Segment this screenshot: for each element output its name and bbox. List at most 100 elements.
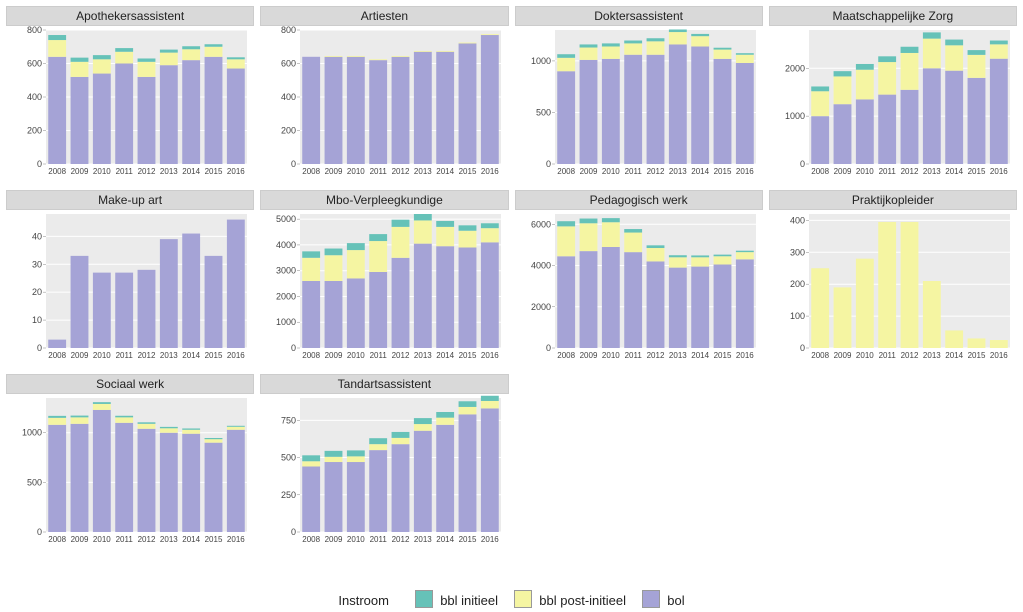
- bar-post: [205, 47, 223, 57]
- bar-post: [557, 58, 575, 71]
- bar-post: [967, 55, 985, 78]
- bar-post: [579, 48, 597, 60]
- bar-bol: [347, 278, 365, 348]
- bar-post: [414, 424, 432, 431]
- bar-post: [900, 53, 918, 90]
- bar-bol: [436, 246, 454, 348]
- plot-svg: 0500100020082009201020112012201320142015…: [6, 394, 251, 552]
- svg-text:2012: 2012: [392, 535, 410, 544]
- legend-item-bbl-post-initieel: bbl post-initieel: [502, 593, 630, 608]
- svg-text:2010: 2010: [93, 535, 111, 544]
- svg-text:2016: 2016: [990, 351, 1008, 360]
- bar-post: [302, 461, 320, 466]
- bar-bol: [557, 256, 575, 348]
- svg-text:2009: 2009: [579, 351, 597, 360]
- bar-bol: [624, 252, 642, 348]
- bar-post: [646, 41, 664, 54]
- bar-bol: [93, 410, 111, 532]
- bar-init: [115, 416, 133, 418]
- svg-text:2008: 2008: [557, 167, 575, 176]
- svg-text:1000: 1000: [22, 428, 42, 438]
- svg-text:6000: 6000: [530, 219, 550, 229]
- svg-text:2016: 2016: [227, 167, 245, 176]
- svg-text:2014: 2014: [945, 351, 963, 360]
- svg-text:2012: 2012: [138, 167, 156, 176]
- panel: Mbo-Verpleegkundige010002000300040005000…: [260, 190, 508, 368]
- bar-post: [967, 338, 985, 348]
- bar-init: [601, 218, 619, 222]
- bar-post: [990, 340, 1008, 348]
- svg-text:0: 0: [37, 527, 42, 537]
- svg-text:2015: 2015: [713, 167, 731, 176]
- bar-post: [481, 401, 499, 408]
- panel: Maatschappelijke Zorg0100020002008200920…: [769, 6, 1017, 184]
- bar-bol: [945, 71, 963, 164]
- legend: Instroom bbl initieel bbl post-initieel …: [0, 590, 1023, 608]
- bar-bol: [302, 57, 320, 164]
- panel: Make-up art01020304020082009201020112012…: [6, 190, 254, 368]
- bar-post: [945, 330, 963, 348]
- plot-svg: 0200400600800200820092010201120122013201…: [6, 26, 251, 184]
- plot-svg: 0200040006000200820092010201120122013201…: [515, 210, 760, 368]
- bar-bol: [481, 242, 499, 348]
- svg-text:40: 40: [32, 231, 42, 241]
- bar-bol: [459, 248, 477, 349]
- svg-text:2016: 2016: [481, 535, 499, 544]
- bar-init: [227, 426, 245, 427]
- bar-post: [138, 62, 156, 77]
- bar-post: [878, 62, 896, 95]
- bar-post: [160, 53, 178, 66]
- bar-init: [369, 438, 387, 444]
- svg-text:0: 0: [291, 159, 296, 169]
- svg-text:2013: 2013: [160, 535, 178, 544]
- svg-text:2014: 2014: [437, 535, 455, 544]
- bar-init: [115, 48, 133, 52]
- bar-bol: [182, 234, 200, 348]
- svg-text:2013: 2013: [414, 535, 432, 544]
- svg-text:250: 250: [281, 490, 296, 500]
- bar-bol: [227, 220, 245, 348]
- plot-svg: 0100020002008200920102011201220132014201…: [769, 26, 1014, 184]
- svg-text:2011: 2011: [624, 167, 642, 176]
- bar-init: [945, 40, 963, 46]
- bar-bol: [459, 43, 477, 164]
- bar-post: [369, 59, 387, 60]
- svg-text:2015: 2015: [459, 535, 477, 544]
- bar-bol: [182, 60, 200, 164]
- svg-text:2011: 2011: [370, 535, 388, 544]
- bar-init: [856, 64, 874, 70]
- svg-text:2010: 2010: [856, 351, 874, 360]
- bar-post: [459, 43, 477, 44]
- svg-text:0: 0: [545, 343, 550, 353]
- bar-post: [833, 76, 851, 104]
- panel-title: Praktijkopleider: [769, 190, 1017, 210]
- bar-bol: [48, 425, 66, 532]
- svg-text:2000: 2000: [530, 302, 550, 312]
- svg-text:2012: 2012: [900, 351, 918, 360]
- bar-init: [668, 255, 686, 257]
- svg-text:2015: 2015: [459, 167, 477, 176]
- panel-title: Pedagogisch werk: [515, 190, 763, 210]
- bar-post: [735, 252, 753, 259]
- bar-bol: [900, 90, 918, 164]
- bar-bol: [646, 261, 664, 348]
- bar-post: [691, 36, 709, 46]
- bar-init: [392, 220, 410, 227]
- svg-text:400: 400: [27, 92, 42, 102]
- bar-bol: [71, 256, 89, 348]
- bar-post: [646, 248, 664, 261]
- bar-post: [71, 417, 89, 423]
- bar-post: [48, 418, 66, 425]
- bar-init: [459, 401, 477, 407]
- bar-bol: [878, 95, 896, 164]
- svg-text:2016: 2016: [481, 167, 499, 176]
- bar-init: [923, 32, 941, 38]
- bar-bol: [392, 258, 410, 348]
- bar-init: [392, 432, 410, 438]
- svg-text:2010: 2010: [347, 167, 365, 176]
- bar-init: [71, 416, 89, 418]
- bar-post: [93, 59, 111, 73]
- bar-init: [811, 86, 829, 91]
- bar-post: [481, 34, 499, 35]
- svg-text:2011: 2011: [878, 167, 896, 176]
